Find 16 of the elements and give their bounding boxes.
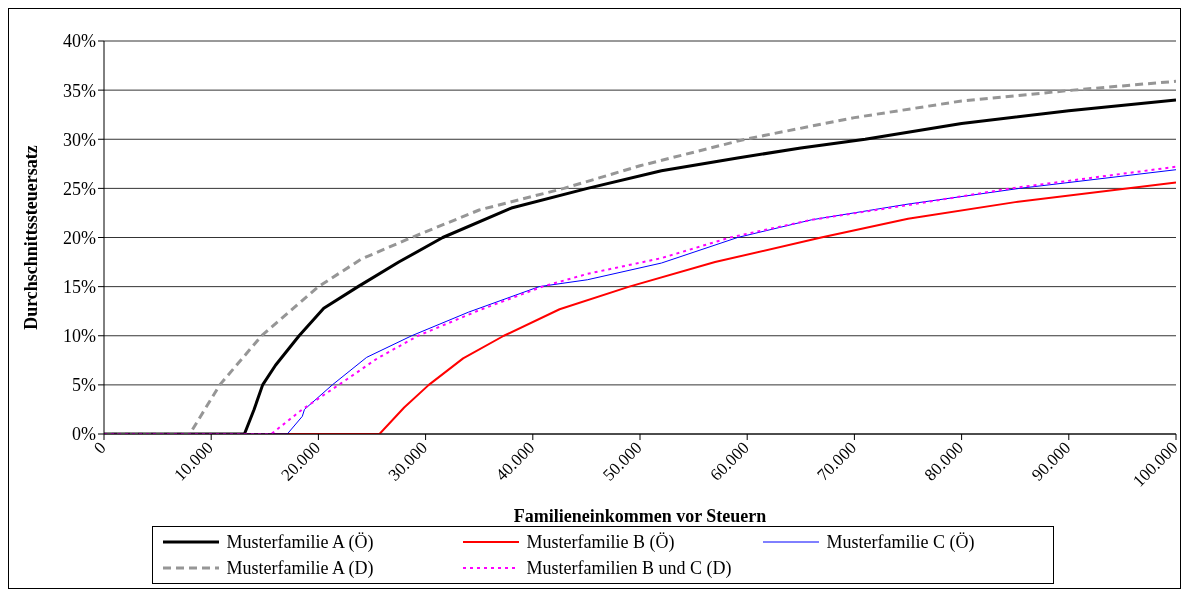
y-tick-label: 40% [63,31,96,52]
x-axis-title: Familieneinkommen vor Steuern [513,506,767,526]
y-tick-label: 25% [63,178,96,199]
legend-label: Musterfamilie A (D) [226,557,374,579]
legend-label: Musterfamilien B und C (D) [526,557,732,579]
y-tick-label: 0% [72,424,96,445]
y-tick-label: 5% [72,375,96,396]
legend-label: Musterfamilie B (Ö) [526,531,675,553]
y-tick-label: 30% [63,129,96,150]
y-tick-label: 10% [63,326,96,347]
legend-label: Musterfamilie A (Ö) [226,531,374,553]
y-tick-label: 35% [63,80,96,101]
y-axis-title: Durchschnittssteuersatz [21,145,42,330]
y-tick-label: 20% [63,227,96,248]
y-tick-label: 15% [63,277,96,298]
legend-label: Musterfamilie C (Ö) [826,531,975,553]
